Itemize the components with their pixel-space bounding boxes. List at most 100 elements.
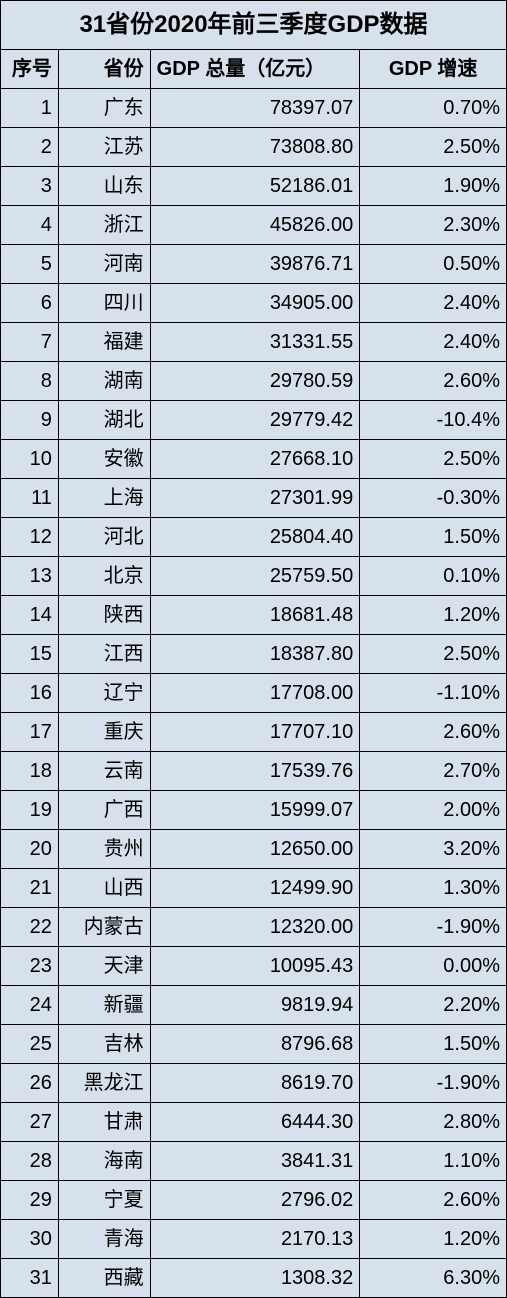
cell-province: 湖南 bbox=[58, 362, 150, 401]
cell-province: 辽宁 bbox=[58, 674, 150, 713]
table-row: 22内蒙古12320.00-1.90% bbox=[1, 908, 507, 947]
cell-province: 河南 bbox=[58, 245, 150, 284]
cell-gdp-growth: 0.70% bbox=[360, 89, 507, 128]
cell-gdp-total: 17539.76 bbox=[150, 752, 360, 791]
cell-gdp-total: 73808.80 bbox=[150, 128, 360, 167]
cell-province: 青海 bbox=[58, 1220, 150, 1259]
table-row: 26黑龙江8619.70-1.90% bbox=[1, 1064, 507, 1103]
cell-gdp-growth: 1.30% bbox=[360, 869, 507, 908]
cell-gdp-total: 12320.00 bbox=[150, 908, 360, 947]
col-header-seq: 序号 bbox=[1, 50, 59, 89]
cell-province: 西藏 bbox=[58, 1259, 150, 1298]
cell-province: 甘肃 bbox=[58, 1103, 150, 1142]
cell-seq: 26 bbox=[1, 1064, 59, 1103]
cell-seq: 16 bbox=[1, 674, 59, 713]
cell-gdp-total: 29780.59 bbox=[150, 362, 360, 401]
table-row: 27甘肃6444.302.80% bbox=[1, 1103, 507, 1142]
table-row: 25吉林8796.681.50% bbox=[1, 1025, 507, 1064]
table-body: 1广东78397.070.70%2江苏73808.802.50%3山东52186… bbox=[1, 89, 507, 1298]
cell-province: 湖北 bbox=[58, 401, 150, 440]
cell-gdp-growth: 1.20% bbox=[360, 1220, 507, 1259]
cell-gdp-growth: 2.40% bbox=[360, 284, 507, 323]
cell-province: 河北 bbox=[58, 518, 150, 557]
cell-seq: 25 bbox=[1, 1025, 59, 1064]
cell-seq: 12 bbox=[1, 518, 59, 557]
cell-province: 新疆 bbox=[58, 986, 150, 1025]
cell-gdp-growth: 1.50% bbox=[360, 1025, 507, 1064]
cell-gdp-growth: 2.30% bbox=[360, 206, 507, 245]
cell-province: 福建 bbox=[58, 323, 150, 362]
table-row: 30青海2170.131.20% bbox=[1, 1220, 507, 1259]
cell-gdp-growth: 0.00% bbox=[360, 947, 507, 986]
cell-province: 广西 bbox=[58, 791, 150, 830]
table-row: 29宁夏2796.022.60% bbox=[1, 1181, 507, 1220]
cell-seq: 24 bbox=[1, 986, 59, 1025]
cell-province: 广东 bbox=[58, 89, 150, 128]
cell-seq: 21 bbox=[1, 869, 59, 908]
cell-gdp-growth: 3.20% bbox=[360, 830, 507, 869]
cell-gdp-growth: 6.30% bbox=[360, 1259, 507, 1298]
table-row: 6四川34905.002.40% bbox=[1, 284, 507, 323]
cell-gdp-total: 2796.02 bbox=[150, 1181, 360, 1220]
cell-gdp-total: 10095.43 bbox=[150, 947, 360, 986]
cell-gdp-growth: -1.90% bbox=[360, 908, 507, 947]
cell-seq: 22 bbox=[1, 908, 59, 947]
table-row: 20贵州12650.003.20% bbox=[1, 830, 507, 869]
cell-seq: 15 bbox=[1, 635, 59, 674]
cell-province: 云南 bbox=[58, 752, 150, 791]
cell-gdp-growth: -0.30% bbox=[360, 479, 507, 518]
cell-gdp-total: 6444.30 bbox=[150, 1103, 360, 1142]
cell-province: 吉林 bbox=[58, 1025, 150, 1064]
cell-province: 陕西 bbox=[58, 596, 150, 635]
table-row: 12河北25804.401.50% bbox=[1, 518, 507, 557]
cell-gdp-growth: 1.90% bbox=[360, 167, 507, 206]
cell-gdp-total: 15999.07 bbox=[150, 791, 360, 830]
cell-gdp-total: 18387.80 bbox=[150, 635, 360, 674]
cell-province: 北京 bbox=[58, 557, 150, 596]
cell-gdp-growth: 2.60% bbox=[360, 362, 507, 401]
cell-gdp-total: 2170.13 bbox=[150, 1220, 360, 1259]
cell-seq: 20 bbox=[1, 830, 59, 869]
table-row: 15江西18387.802.50% bbox=[1, 635, 507, 674]
cell-gdp-growth: 2.40% bbox=[360, 323, 507, 362]
cell-gdp-growth: 0.50% bbox=[360, 245, 507, 284]
table-row: 14陕西18681.481.20% bbox=[1, 596, 507, 635]
cell-gdp-growth: 2.50% bbox=[360, 635, 507, 674]
cell-seq: 30 bbox=[1, 1220, 59, 1259]
cell-gdp-total: 18681.48 bbox=[150, 596, 360, 635]
cell-gdp-total: 3841.31 bbox=[150, 1142, 360, 1181]
table-row: 1广东78397.070.70% bbox=[1, 89, 507, 128]
cell-seq: 11 bbox=[1, 479, 59, 518]
table-row: 31西藏1308.326.30% bbox=[1, 1259, 507, 1298]
cell-province: 天津 bbox=[58, 947, 150, 986]
cell-gdp-growth: 2.50% bbox=[360, 440, 507, 479]
table-row: 23天津10095.430.00% bbox=[1, 947, 507, 986]
cell-gdp-total: 34905.00 bbox=[150, 284, 360, 323]
table-row: 28海南3841.311.10% bbox=[1, 1142, 507, 1181]
cell-gdp-total: 31331.55 bbox=[150, 323, 360, 362]
cell-seq: 14 bbox=[1, 596, 59, 635]
cell-gdp-total: 45826.00 bbox=[150, 206, 360, 245]
cell-seq: 29 bbox=[1, 1181, 59, 1220]
cell-province: 贵州 bbox=[58, 830, 150, 869]
cell-province: 安徽 bbox=[58, 440, 150, 479]
cell-gdp-total: 39876.71 bbox=[150, 245, 360, 284]
cell-gdp-total: 8619.70 bbox=[150, 1064, 360, 1103]
cell-seq: 7 bbox=[1, 323, 59, 362]
table-title: 31省份2020年前三季度GDP数据 bbox=[1, 1, 507, 50]
cell-gdp-total: 12499.90 bbox=[150, 869, 360, 908]
cell-gdp-growth: 1.10% bbox=[360, 1142, 507, 1181]
cell-province: 黑龙江 bbox=[58, 1064, 150, 1103]
cell-seq: 2 bbox=[1, 128, 59, 167]
table-row: 5河南39876.710.50% bbox=[1, 245, 507, 284]
col-header-gdp: GDP 总量（亿元） bbox=[150, 50, 360, 89]
cell-seq: 5 bbox=[1, 245, 59, 284]
cell-gdp-total: 78397.07 bbox=[150, 89, 360, 128]
cell-gdp-growth: 2.80% bbox=[360, 1103, 507, 1142]
cell-gdp-total: 17707.10 bbox=[150, 713, 360, 752]
cell-gdp-growth: 2.00% bbox=[360, 791, 507, 830]
table-row: 8湖南29780.592.60% bbox=[1, 362, 507, 401]
cell-seq: 31 bbox=[1, 1259, 59, 1298]
cell-province: 宁夏 bbox=[58, 1181, 150, 1220]
table-row: 3山东52186.011.90% bbox=[1, 167, 507, 206]
